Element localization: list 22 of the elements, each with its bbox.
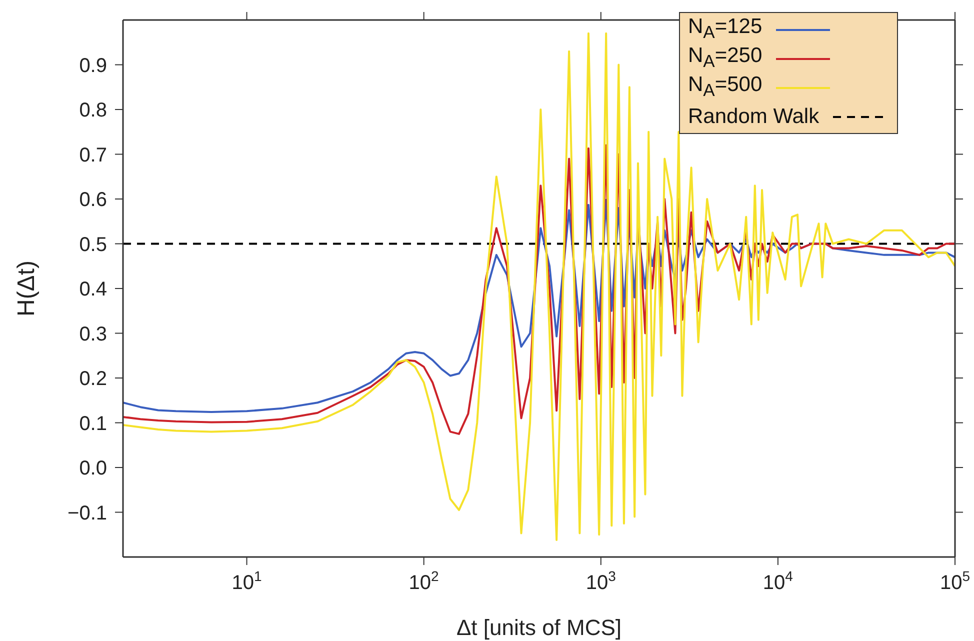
x-tick-label: 10$^{1}$ <box>232 568 262 594</box>
y-tick-label: 0.2 <box>79 368 107 390</box>
y-tick-label: 0.1 <box>79 412 107 435</box>
x-tick-label: 10$^{4}$ <box>762 568 794 594</box>
y-tick-label: 0.8 <box>79 100 107 122</box>
x-tick-label: 10$^{2}$ <box>408 568 440 594</box>
y-tick-label: 0.0 <box>79 458 107 480</box>
y-tick-label: 0.6 <box>79 189 107 211</box>
legend-label: N$_{A}$=250 <box>688 44 762 73</box>
y-tick-label: 0.3 <box>79 323 107 346</box>
legend-label: Random Walk <box>688 104 820 128</box>
legend-label: N$_{A}$=125 <box>688 15 762 44</box>
y-axis-title: H(Δt) <box>13 260 40 317</box>
y-tick-label: 0.4 <box>79 278 107 300</box>
x-axis-title: Δt [units of MCS] <box>456 615 622 640</box>
y-tick-label: 0.7 <box>79 144 107 166</box>
legend-label: N$_{A}$=500 <box>688 73 762 102</box>
x-tick-label: 10$^{5}$ <box>940 568 970 594</box>
y-tick-label: 0.9 <box>79 54 107 77</box>
y-tick-label: 0.5 <box>79 234 107 256</box>
x-tick-label: 10$^{3}$ <box>586 568 616 594</box>
y-tick-label: −0.1 <box>68 502 107 524</box>
